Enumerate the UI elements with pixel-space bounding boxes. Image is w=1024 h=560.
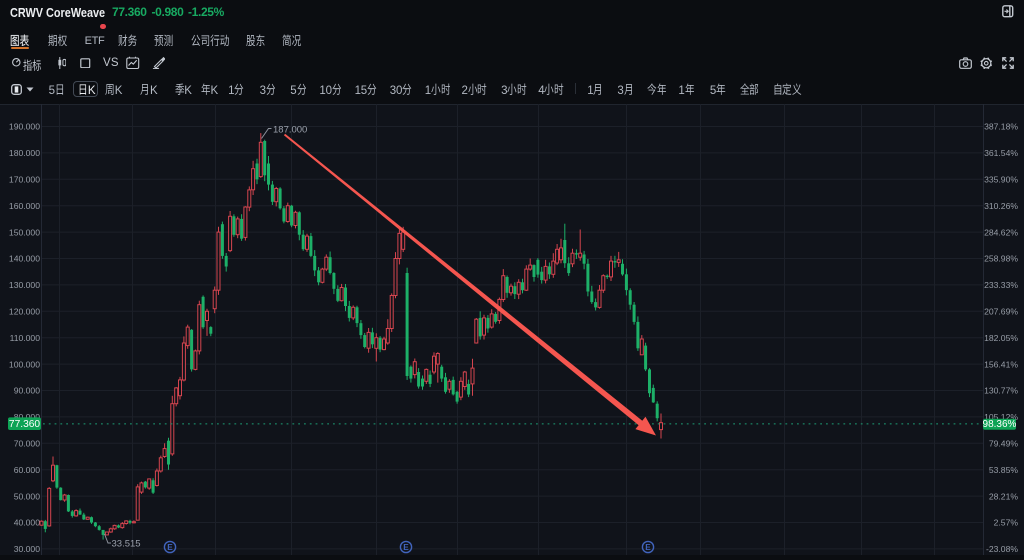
svg-text:170.000: 170.000 — [9, 175, 40, 185]
svg-text:E: E — [403, 543, 409, 552]
svg-text:50.000: 50.000 — [14, 491, 41, 501]
svg-text:284.62%: 284.62% — [984, 227, 1018, 237]
svg-text:80.000: 80.000 — [14, 412, 41, 422]
svg-text:28.21%: 28.21% — [989, 491, 1019, 501]
svg-text:180.000: 180.000 — [9, 148, 40, 158]
svg-text:156.41%: 156.41% — [984, 359, 1018, 369]
svg-text:150.000: 150.000 — [9, 227, 40, 237]
svg-text:140.000: 140.000 — [9, 254, 40, 264]
svg-text:33.515: 33.515 — [112, 539, 141, 550]
svg-text:105.12%: 105.12% — [984, 412, 1018, 422]
svg-text:130.77%: 130.77% — [984, 386, 1018, 396]
svg-text:-23.08%: -23.08% — [986, 544, 1018, 554]
svg-text:233.33%: 233.33% — [984, 280, 1018, 290]
svg-text:258.98%: 258.98% — [984, 254, 1018, 264]
svg-text:335.90%: 335.90% — [984, 175, 1018, 185]
svg-text:120.000: 120.000 — [9, 307, 40, 317]
svg-text:207.69%: 207.69% — [984, 307, 1018, 317]
svg-text:79.49%: 79.49% — [989, 439, 1019, 449]
svg-text:E: E — [645, 543, 651, 552]
svg-text:53.85%: 53.85% — [989, 465, 1019, 475]
svg-text:98.36%: 98.36% — [983, 419, 1017, 430]
svg-text:310.26%: 310.26% — [984, 201, 1018, 211]
svg-text:77.360: 77.360 — [9, 419, 40, 430]
svg-text:30.000: 30.000 — [14, 544, 41, 554]
svg-text:40.000: 40.000 — [14, 518, 41, 528]
svg-text:70.000: 70.000 — [14, 439, 41, 449]
svg-text:187.000: 187.000 — [273, 125, 307, 136]
svg-text:110.000: 110.000 — [10, 333, 41, 343]
svg-text:361.54%: 361.54% — [984, 148, 1018, 158]
svg-text:182.05%: 182.05% — [984, 333, 1018, 343]
svg-text:160.000: 160.000 — [9, 201, 40, 211]
svg-text:190.000: 190.000 — [9, 122, 40, 132]
svg-text:387.18%: 387.18% — [984, 122, 1018, 132]
svg-text:130.000: 130.000 — [9, 280, 40, 290]
svg-text:2.57%: 2.57% — [994, 518, 1019, 528]
svg-text:E: E — [167, 543, 173, 552]
svg-text:60.000: 60.000 — [14, 465, 41, 475]
svg-text:90.000: 90.000 — [14, 386, 41, 396]
svg-text:100.000: 100.000 — [9, 359, 40, 369]
